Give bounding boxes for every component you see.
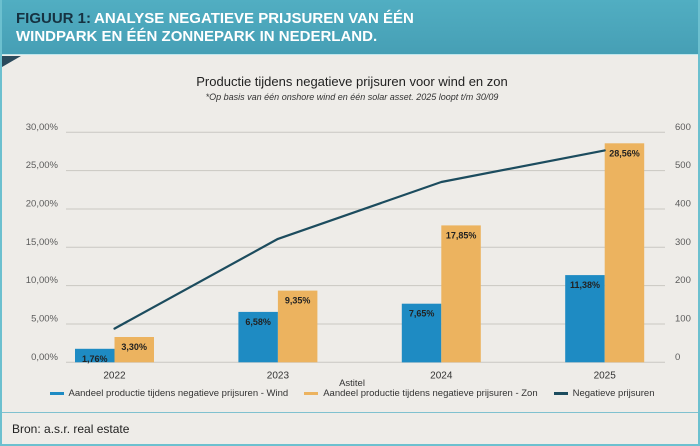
svg-text:10,00%: 10,00% <box>26 275 59 286</box>
svg-text:1,76%: 1,76% <box>82 354 108 364</box>
svg-text:0: 0 <box>675 352 680 363</box>
svg-text:600: 600 <box>675 122 691 133</box>
svg-text:7,65%: 7,65% <box>409 309 435 319</box>
svg-text:400: 400 <box>675 199 691 210</box>
svg-text:11,38%: 11,38% <box>570 280 600 290</box>
svg-text:9,35%: 9,35% <box>285 296 311 306</box>
svg-text:17,85%: 17,85% <box>446 230 477 240</box>
svg-text:30,00%: 30,00% <box>26 122 59 133</box>
svg-text:6,58%: 6,58% <box>245 317 271 327</box>
svg-text:5,00%: 5,00% <box>31 314 58 325</box>
svg-text:28,56%: 28,56% <box>609 148 640 158</box>
svg-text:3,30%: 3,30% <box>121 342 147 352</box>
svg-text:25,00%: 25,00% <box>26 160 59 171</box>
svg-text:0,00%: 0,00% <box>31 352 58 363</box>
svg-text:20,00%: 20,00% <box>26 199 59 210</box>
svg-text:500: 500 <box>675 160 691 171</box>
svg-text:100: 100 <box>675 314 691 325</box>
svg-text:300: 300 <box>675 237 691 248</box>
svg-text:200: 200 <box>675 275 691 286</box>
svg-text:15,00%: 15,00% <box>26 237 59 248</box>
